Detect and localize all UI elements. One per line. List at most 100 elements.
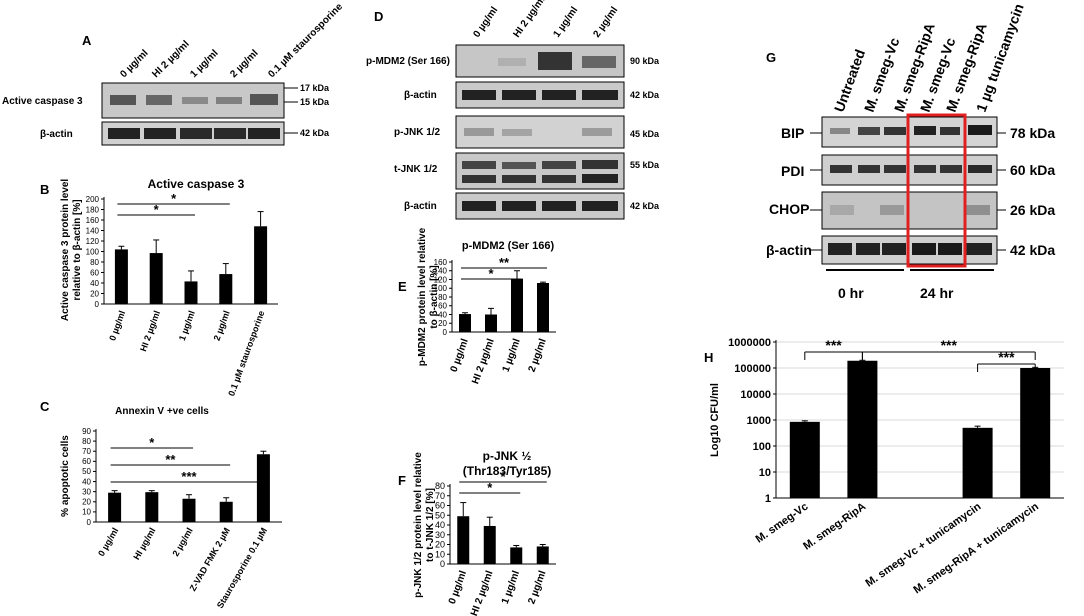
y-tick-label: 70 (82, 447, 91, 456)
y-tick-label: 80 (82, 437, 91, 446)
panel-a-lane-labels: 0 µg/ml HI 2 µg/ml 1 µg/ml 2 µg/ml 0.1 µ… (118, 1, 345, 80)
x-category-label: 2 µg/ml (170, 526, 194, 558)
bar (1020, 368, 1051, 498)
significance-label: * (500, 469, 506, 484)
x-category-label: 0 µg/ml (96, 526, 120, 558)
y-tick-label: 40 (435, 520, 445, 530)
y-tick-label: 0 (87, 518, 92, 527)
bar (254, 226, 268, 304)
y-tick-label: 20 (438, 319, 447, 328)
x-category-label: M. smeg-Vc (754, 501, 811, 546)
x-category-label: 0 µg/ml (107, 309, 127, 342)
y-tick-label: 1000000 (728, 337, 771, 349)
panel-g-row-label: BIP (781, 125, 804, 141)
panel-d-lane-label: HI 2 µg/ml (511, 0, 547, 40)
y-tick-label: 20 (82, 498, 91, 507)
panel-a-lane-label: 0.1 µM staurosporine (266, 1, 345, 80)
panel-d-row-label: p-JNK 1/2 (394, 127, 441, 138)
panel-g-lane-labels: Untreated M. smeg-Vc M. smeg-RipA M. sme… (831, 2, 1027, 114)
y-tick-label: 100 (753, 441, 771, 453)
bar (536, 546, 549, 564)
blot-active-caspase-3 (101, 82, 285, 119)
panel-d-kda-label: 55 kDa (630, 160, 660, 170)
panel-d-lane-label: 1 µg/ml (551, 5, 580, 40)
panel-letter-b: B (40, 182, 49, 197)
panel-d-row-label: β-actin (404, 201, 437, 212)
x-category-label: 0 µg/ml (449, 337, 471, 374)
panel-letter-h: H (704, 350, 713, 365)
panel-a-kda-label: 17 kDa (300, 83, 330, 93)
blot-beta-actin-a (101, 121, 285, 146)
blot-beta-actin-d1 (455, 81, 625, 109)
significance-label: *** (181, 469, 197, 484)
panel-g-kda-label: 78 kDa (1010, 125, 1055, 141)
bar (108, 492, 122, 522)
y-tick-label: 140 (86, 226, 100, 235)
bar (485, 314, 497, 332)
y-axis-label: Log10 CFU/ml (709, 383, 721, 457)
y-tick-label: 10 (82, 508, 91, 517)
bar (145, 492, 159, 522)
panel-d-kda-label: 42 kDa (630, 90, 660, 100)
y-tick-label: 100 (86, 247, 100, 256)
y-tick-label: 0 (440, 559, 445, 569)
panel-a-lane-label: 2 µg/ml (228, 48, 260, 80)
bar (219, 274, 233, 304)
x-category-label: 1 µg/ml (500, 569, 522, 606)
y-tick-label: 1000 (747, 415, 771, 427)
y-axis-label: Active caspase 3 protein level (60, 179, 71, 322)
y-tick-label: 60 (90, 268, 99, 277)
y-tick-label: 30 (435, 530, 445, 540)
y-tick-label: 100000 (734, 363, 771, 375)
y-tick-label: 160 (86, 216, 100, 225)
y-tick-label: 0 (95, 300, 100, 309)
y-tick-label: 70 (435, 491, 445, 501)
x-category-label: HI µg/ml (131, 526, 157, 561)
y-tick-label: 50 (82, 467, 91, 476)
bar (537, 283, 549, 332)
panel-a-kda-label: 42 kDa (300, 128, 330, 138)
panel-g-lane-label: 1 µg tunicamycin (973, 2, 1027, 114)
bar (510, 547, 523, 564)
y-tick-label: 60 (435, 501, 445, 511)
y-tick-label: 20 (90, 289, 99, 298)
x-category-label: HI 2 µg/ml (469, 569, 496, 616)
significance-label: * (488, 266, 494, 281)
chart-title: Annexin V +ve cells (115, 406, 209, 417)
y-axis-label: relative to β-actin [%] (72, 199, 83, 300)
significance-label: * (171, 191, 177, 206)
y-tick-label: 40 (438, 310, 447, 319)
panel-d-row-label: β-actin (404, 90, 437, 101)
bar (256, 454, 270, 522)
y-tick-label: 80 (90, 258, 99, 267)
bar (459, 314, 471, 332)
y-tick-label: 140 (434, 267, 448, 276)
y-axis-label: p-JNK 1/2 protein level relative (413, 452, 424, 598)
y-tick-label: 1 (765, 493, 771, 505)
y-tick-label: 10 (435, 549, 445, 559)
panel-a-lane-label: 1 µg/ml (188, 48, 220, 80)
panel-letter-d: D (374, 9, 383, 24)
panel-letter-c: C (40, 399, 50, 414)
y-tick-label: 90 (82, 427, 91, 436)
panel-d-kda-label: 45 kDa (630, 129, 660, 139)
panel-a-lane-label: 0 µg/ml (118, 48, 150, 80)
x-category-label: 1 µg/ml (501, 337, 523, 374)
x-category-label: HI 2 µg/ml (138, 309, 162, 353)
bar (511, 278, 523, 332)
x-category-label: M. smeg-Vc + tunicamycin (864, 500, 984, 589)
panel-d-row-label: t-JNK 1/2 (394, 164, 438, 175)
panel-letter-e: E (398, 279, 407, 294)
y-tick-label: 180 (86, 205, 100, 214)
significance-label: * (154, 202, 160, 217)
bar (457, 516, 470, 564)
y-tick-label: 120 (434, 275, 448, 284)
x-category-label: 2 µg/ml (526, 569, 548, 606)
significance-label: ** (499, 255, 510, 270)
bar (182, 498, 196, 522)
y-axis-label: p-MDM2 protein level relative (417, 227, 428, 366)
panel-g-kda-label: 26 kDa (1010, 202, 1055, 218)
